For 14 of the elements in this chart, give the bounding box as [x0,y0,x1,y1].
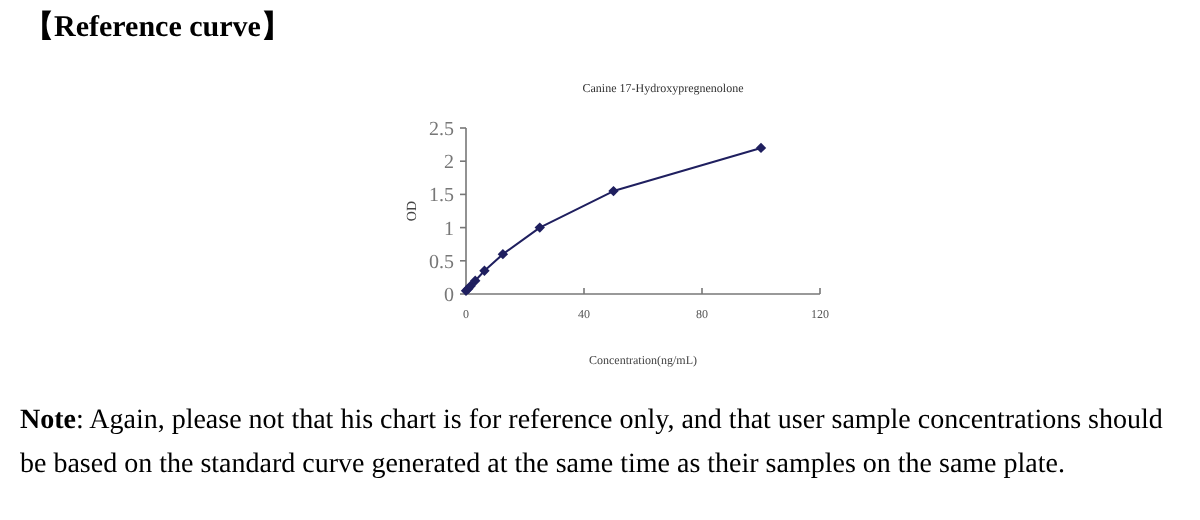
y-tick-label: 0.5 [429,251,454,274]
y-tick-label: 1.5 [429,185,454,208]
point [534,222,545,233]
text: Note: Again, please not that his chart is for reference only, and that user sample concentrations should be based on the standard curve generated at the same time as their samples on the same plate. [20,404,1165,484]
point [470,275,481,286]
point [755,142,767,154]
y-tick-label: 2.5 [429,119,454,141]
y-tick-label: 2 [444,152,454,175]
point [608,185,619,197]
point [497,248,509,260]
point [479,265,490,276]
y-tick-label: 1 [444,218,454,241]
text: 【Reference curve】 [24,10,291,44]
y-tick-label: 0 [444,285,454,307]
